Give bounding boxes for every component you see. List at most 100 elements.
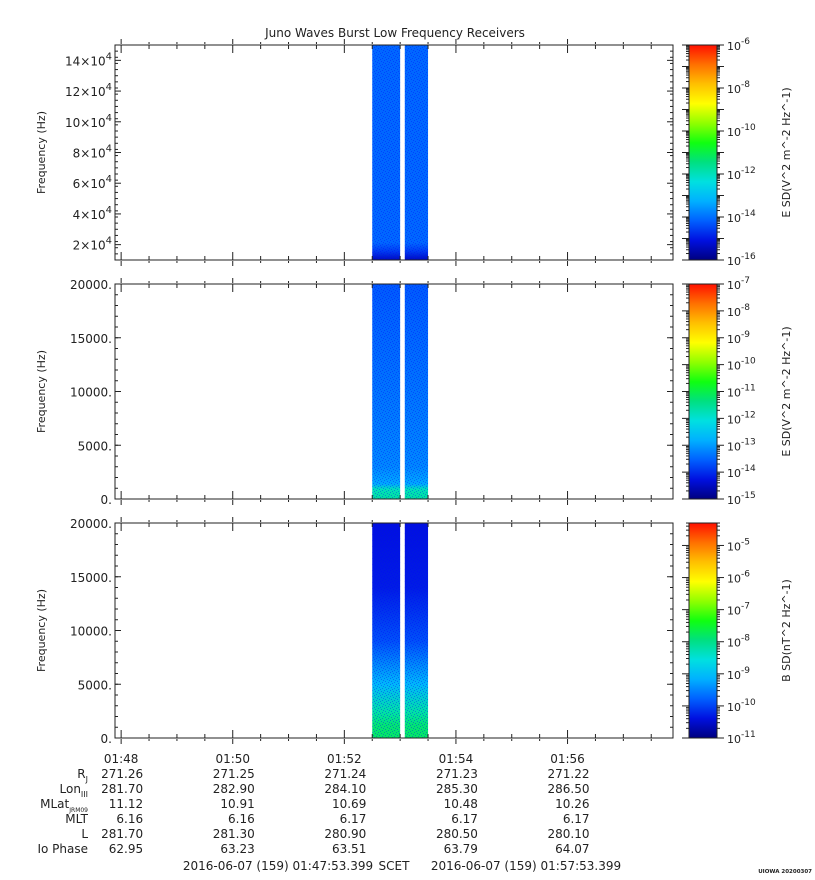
credit-stamp: UIOWA 20200307 (758, 869, 812, 875)
ephemeris-value: 6.16 (228, 812, 255, 826)
y-tick-label: 20000. (70, 517, 112, 531)
ephemeris-label: MLatJRM09 (40, 797, 88, 814)
ephemeris-label: L (81, 827, 88, 841)
ephemeris-value: 10.69 (332, 797, 366, 811)
colorbar-tick-label: 10-9 (727, 666, 750, 682)
y-tick-label: 2×104 (73, 236, 112, 253)
y-tick-label: 20000. (70, 278, 112, 292)
ephemeris-value: 64.07 (555, 842, 589, 856)
ephemeris-value: 63.79 (444, 842, 478, 856)
colorbar-tick-label: 10-7 (727, 602, 750, 618)
ephemeris-value: 10.26 (555, 797, 589, 811)
ephemeris-value: 271.25 (213, 767, 255, 781)
ephemeris-value: 281.30 (213, 827, 255, 841)
ephemeris-value: 280.10 (548, 827, 590, 841)
y-tick-label: 4×104 (73, 205, 112, 222)
colorbar-tick-label: 10-16 (727, 252, 756, 268)
ephemeris-value: 11.12 (109, 797, 143, 811)
ephemeris-value: 6.17 (340, 812, 367, 826)
colorbar-tick-label: 10-12 (727, 166, 756, 182)
ephemeris-value: 63.23 (220, 842, 254, 856)
colorbar-tick-label: 10-8 (727, 303, 750, 319)
colorbar-gradient (688, 283, 718, 500)
ephemeris-value: 281.70 (101, 827, 143, 841)
data-speckle (372, 284, 401, 499)
ephemeris-label: LonIII (60, 782, 89, 799)
ephemeris-value: 271.22 (548, 767, 590, 781)
time-tick-label: 01:48 (104, 752, 139, 766)
y-tick-label: 12×104 (65, 82, 112, 99)
colorbar-tick-label: 10-9 (727, 330, 750, 346)
colorbar-tick-label: 10-11 (727, 730, 756, 746)
ephemeris-value: 63.51 (332, 842, 366, 856)
ephemeris-value: 271.26 (101, 767, 143, 781)
colorbar-gradient (688, 44, 718, 261)
ephemeris-label: Io Phase (37, 842, 88, 856)
time-tick-label: 01:50 (215, 752, 250, 766)
y-tick-label: 10000. (70, 625, 112, 639)
time-tick-label: 01:56 (550, 752, 585, 766)
footer: 2016-06-07 (159) 01:47:53.399 SCET 2016-… (183, 859, 812, 875)
ephemeris-label: MLT (65, 812, 88, 826)
y-tick-label: 15000. (70, 571, 112, 585)
ephemeris-value: 10.48 (444, 797, 478, 811)
ephemeris-value: 281.70 (101, 782, 143, 796)
ephemeris-value: 6.16 (116, 812, 143, 826)
ephemeris-table: RJ 271.26 271.25 271.24 271.23 271.22 LonIII 28… (37, 767, 589, 856)
colorbar-1: 10-16 10-14 10-12 10-10 10-8 10-6 E SD(V^2 m^-… (682, 37, 793, 268)
colorbar-tick-label: 10-7 (727, 276, 750, 292)
colorbar-tick-label: 10-13 (727, 437, 756, 453)
colorbar-tick-label: 10-8 (727, 80, 750, 96)
spectrogram-panel-3: 0. 5000. 10000. 15000. 20000. Frequency (Hz) 1… (35, 517, 793, 746)
colorbar-label: B SD(nT^2 Hz^-1) (780, 579, 793, 682)
panels: 2×104 4×104 6×104 8×104 10×104 12×104 14×104 Fr… (35, 37, 793, 746)
ephemeris-value: 284.10 (324, 782, 366, 796)
y-tick-label: 6×104 (73, 174, 112, 191)
colorbar-tick-label: 10-15 (727, 491, 756, 507)
ephemeris-value: 282.90 (213, 782, 255, 796)
colorbar-tick-label: 10-10 (727, 123, 756, 139)
colorbar-tick-label: 10-11 (727, 384, 756, 400)
colorbar-label: E SD(V^2 m^-2 Hz^-1) (780, 87, 793, 217)
colorbar-label: E SD(V^2 m^-2 Hz^-1) (780, 326, 793, 456)
y-axis-label: Frequency (Hz) (35, 350, 48, 433)
ephemeris-value: 286.50 (548, 782, 590, 796)
time-tick-label: 01:54 (439, 752, 474, 766)
ephemeris-value: 62.95 (109, 842, 143, 856)
ephemeris-value: 280.50 (436, 827, 478, 841)
data-speckle (372, 523, 401, 738)
ephemeris-value: 271.23 (436, 767, 478, 781)
y-tick-label: 5000. (78, 439, 112, 453)
y-tick-label: 0. (101, 732, 112, 746)
y-tick-label: 15000. (70, 332, 112, 346)
scet-label: SCET (379, 859, 411, 873)
colorbar-tick-label: 10-12 (727, 410, 756, 426)
y-tick-label: 14×104 (65, 51, 112, 68)
colorbar-tick-label: 10-6 (727, 37, 750, 53)
colorbar-tick-label: 10-8 (727, 634, 750, 650)
colorbar-tick-label: 10-6 (727, 570, 750, 586)
colorbar-gradient (688, 522, 718, 739)
data-speckle (404, 523, 429, 738)
colorbar-tick-label: 10-10 (727, 698, 756, 714)
start-time: 2016-06-07 (159) 01:47:53.399 (183, 859, 373, 873)
ephemeris-value: 6.17 (451, 812, 478, 826)
data-speckle (404, 45, 429, 260)
ephemeris-value: 285.30 (436, 782, 478, 796)
data-speckle (372, 45, 401, 260)
colorbar-tick-label: 10-14 (727, 464, 756, 480)
y-tick-label: 10×104 (65, 113, 112, 130)
data-speckle (404, 284, 429, 499)
ephemeris-label: RJ (77, 767, 88, 784)
colorbar-2: 10-15 10-14 10-13 10-12 10-11 10-10 10-9 10-8 10… (682, 276, 793, 507)
ephemeris-value: 10.91 (220, 797, 254, 811)
y-tick-label: 10000. (70, 386, 112, 400)
time-tick-label: 01:52 (327, 752, 362, 766)
time-axis: 01:48 01:50 01:52 01:54 01:56 (104, 752, 585, 766)
colorbar-3: 10-11 10-10 10-9 10-8 10-7 10-6 10-5 B SD(nT^2 … (682, 522, 793, 746)
end-time: 2016-06-07 (159) 01:57:53.399 (431, 859, 621, 873)
colorbar-tick-label: 10-14 (727, 209, 756, 225)
figure-title: Juno Waves Burst Low Frequency Receivers (264, 26, 525, 40)
ephemeris-value: 280.90 (324, 827, 366, 841)
